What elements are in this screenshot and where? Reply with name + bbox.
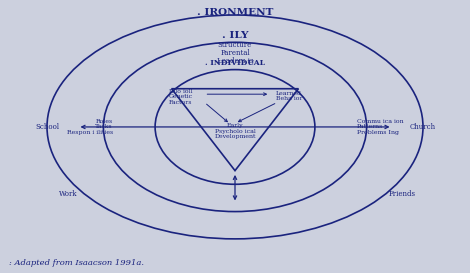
Text: Friends: Friends [388, 190, 415, 198]
Text: School: School [35, 123, 59, 131]
Text: Early
Psycholo ical
Development: Early Psycholo ical Development [214, 123, 256, 139]
Text: Commu ica ion
Patterns
Problems Ing: Commu ica ion Patterns Problems Ing [357, 119, 404, 135]
Text: : Adapted from Isaacson 1991a.: : Adapted from Isaacson 1991a. [9, 259, 144, 267]
Text: . IRONMENT: . IRONMENT [197, 8, 273, 17]
Text: . ILY: . ILY [222, 31, 248, 40]
Text: Roles
Tasks
Respon i ilities: Roles Tasks Respon i ilities [67, 119, 113, 135]
Text: Work: Work [59, 190, 78, 198]
Text: Learned
Beha ior: Learned Beha ior [276, 91, 302, 102]
Text: Parental: Parental [220, 49, 250, 57]
Text: . INDIVIDUAL: . INDIVIDUAL [205, 59, 265, 67]
Text: Structure: Structure [218, 41, 252, 49]
Text: Church: Church [410, 123, 436, 131]
Text: Iolo ioll
Genetic
Factors: Iolo ioll Genetic Factors [169, 89, 193, 105]
Text: Leaders is: Leaders is [217, 57, 253, 66]
